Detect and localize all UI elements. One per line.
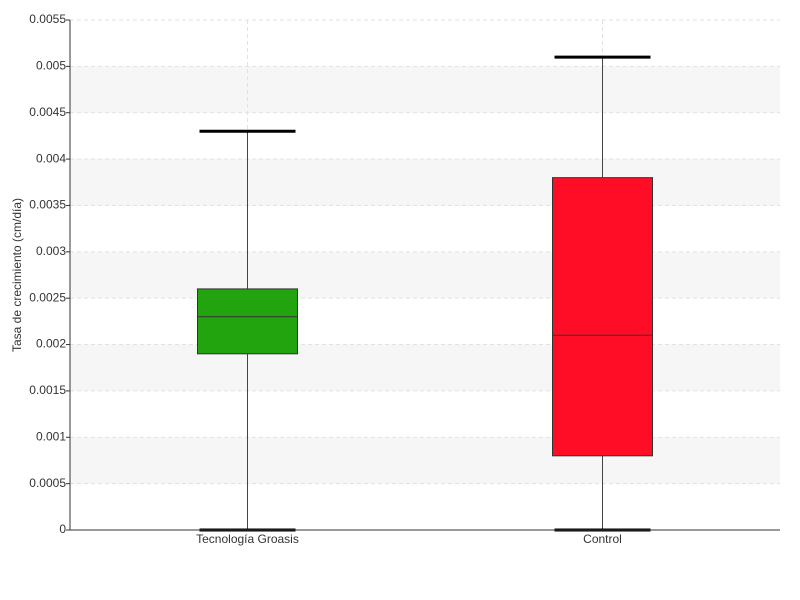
y-tick-label: 0.0005	[29, 476, 66, 490]
grid-band	[70, 251, 780, 299]
y-axis-label: Tasa de crecimiento (cm/día)	[10, 198, 24, 352]
y-tick-label: 0.002	[36, 337, 66, 351]
grid-band	[70, 344, 780, 391]
grid-band	[70, 437, 780, 484]
box	[197, 288, 298, 355]
grid-band	[70, 159, 780, 206]
y-tick-label: 0.0045	[29, 105, 66, 119]
y-tick-label: 0.003	[36, 244, 66, 258]
y-tick-label: 0.0055	[29, 12, 66, 26]
y-tick-label: 0.0015	[29, 383, 66, 397]
grid-band	[70, 66, 780, 113]
y-tick-label: 0.0025	[29, 290, 66, 304]
y-tick-label: 0	[59, 522, 66, 536]
x-tick-label: Control	[583, 532, 622, 546]
box	[552, 177, 653, 457]
y-tick-label: 0.005	[36, 59, 66, 73]
y-tick-label: 0.0035	[29, 198, 66, 212]
y-tick-label: 0.001	[36, 429, 66, 443]
y-tick-label: 0.004	[36, 151, 66, 165]
x-tick-label: Tecnología Groasis	[196, 532, 299, 546]
